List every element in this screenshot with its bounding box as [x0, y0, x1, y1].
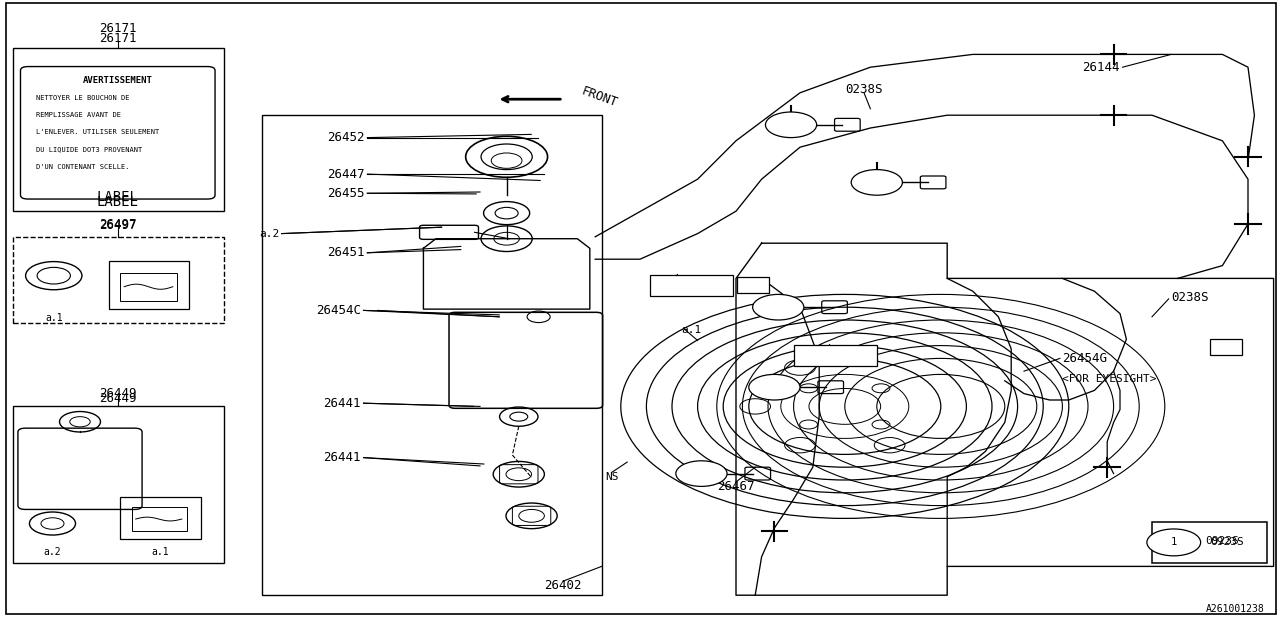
- Text: FIG.050: FIG.050: [829, 353, 873, 364]
- Bar: [120, 497, 201, 539]
- Text: 26454C: 26454C: [316, 304, 361, 317]
- Text: a.1: a.1: [681, 324, 701, 335]
- Circle shape: [676, 461, 727, 486]
- Bar: [650, 275, 733, 296]
- Text: 1: 1: [699, 468, 704, 479]
- Text: 0923S: 0923S: [1210, 538, 1244, 547]
- Text: FRONT: FRONT: [580, 84, 620, 110]
- Text: A261001238: A261001238: [1206, 604, 1265, 614]
- Text: 26402: 26402: [544, 579, 582, 592]
- Text: AVERTISSEMENT: AVERTISSEMENT: [83, 76, 152, 85]
- Text: 1: 1: [874, 177, 879, 188]
- Text: DU LIQUIDE DOT3 PROVENANT: DU LIQUIDE DOT3 PROVENANT: [36, 147, 142, 152]
- Text: 26171: 26171: [99, 22, 137, 35]
- Text: 26454G: 26454G: [1062, 352, 1107, 365]
- Text: FIG.050: FIG.050: [814, 351, 856, 360]
- Circle shape: [749, 374, 800, 400]
- Text: A: A: [750, 280, 756, 290]
- Text: 0923S: 0923S: [1206, 536, 1239, 546]
- Bar: [132, 507, 187, 531]
- Text: 26449: 26449: [99, 387, 137, 400]
- Bar: [13, 406, 224, 563]
- Text: 1: 1: [788, 120, 794, 130]
- Text: a.1: a.1: [45, 313, 63, 323]
- Bar: [13, 48, 224, 211]
- Text: 0238S: 0238S: [1171, 291, 1208, 304]
- Text: LABEL: LABEL: [97, 195, 138, 209]
- Text: 26441: 26441: [324, 397, 361, 410]
- Bar: [262, 115, 602, 595]
- Text: 26451: 26451: [328, 246, 365, 259]
- Circle shape: [851, 170, 902, 195]
- Text: 0238S: 0238S: [845, 83, 883, 96]
- Bar: [109, 261, 189, 309]
- Text: 26441: 26441: [324, 451, 361, 464]
- Bar: [737, 277, 769, 293]
- Bar: [13, 237, 224, 323]
- Text: a.2: a.2: [44, 547, 61, 557]
- Text: 26452: 26452: [328, 131, 365, 144]
- Text: a.2: a.2: [259, 228, 279, 239]
- Text: FIG.081: FIG.081: [666, 284, 709, 294]
- Text: NETTOYER LE BOUCHON DE: NETTOYER LE BOUCHON DE: [36, 95, 129, 100]
- Text: A: A: [1222, 342, 1229, 352]
- Text: L'ENLEVER. UTILISER SEULEMENT: L'ENLEVER. UTILISER SEULEMENT: [36, 129, 159, 135]
- Text: D'UN CONTENANT SCELLE.: D'UN CONTENANT SCELLE.: [36, 164, 129, 170]
- Text: a.1: a.1: [151, 547, 169, 557]
- Text: 1: 1: [772, 382, 777, 392]
- Text: 1: 1: [776, 302, 781, 312]
- Bar: [1210, 339, 1242, 355]
- Text: NS: NS: [605, 472, 618, 482]
- Bar: [120, 273, 177, 301]
- Circle shape: [753, 294, 804, 320]
- Text: 26497: 26497: [99, 219, 137, 232]
- Bar: [794, 345, 877, 366]
- Text: 26455: 26455: [328, 187, 365, 200]
- Text: 26449: 26449: [99, 392, 137, 404]
- Text: 26467: 26467: [717, 480, 755, 493]
- Text: <FOR EYESIGHT>: <FOR EYESIGHT>: [1062, 374, 1157, 384]
- Text: LABEL: LABEL: [97, 190, 138, 204]
- Text: 1: 1: [1171, 538, 1176, 547]
- Circle shape: [765, 112, 817, 138]
- Text: 26171: 26171: [99, 32, 137, 45]
- Bar: [1152, 522, 1267, 563]
- Text: 26497: 26497: [99, 218, 137, 230]
- Text: REMPLISSAGE AVANT DE: REMPLISSAGE AVANT DE: [36, 112, 120, 118]
- Circle shape: [1147, 529, 1201, 556]
- Text: 26144: 26144: [1083, 61, 1120, 74]
- Text: 26447: 26447: [328, 168, 365, 180]
- Text: FIG.081: FIG.081: [671, 281, 713, 291]
